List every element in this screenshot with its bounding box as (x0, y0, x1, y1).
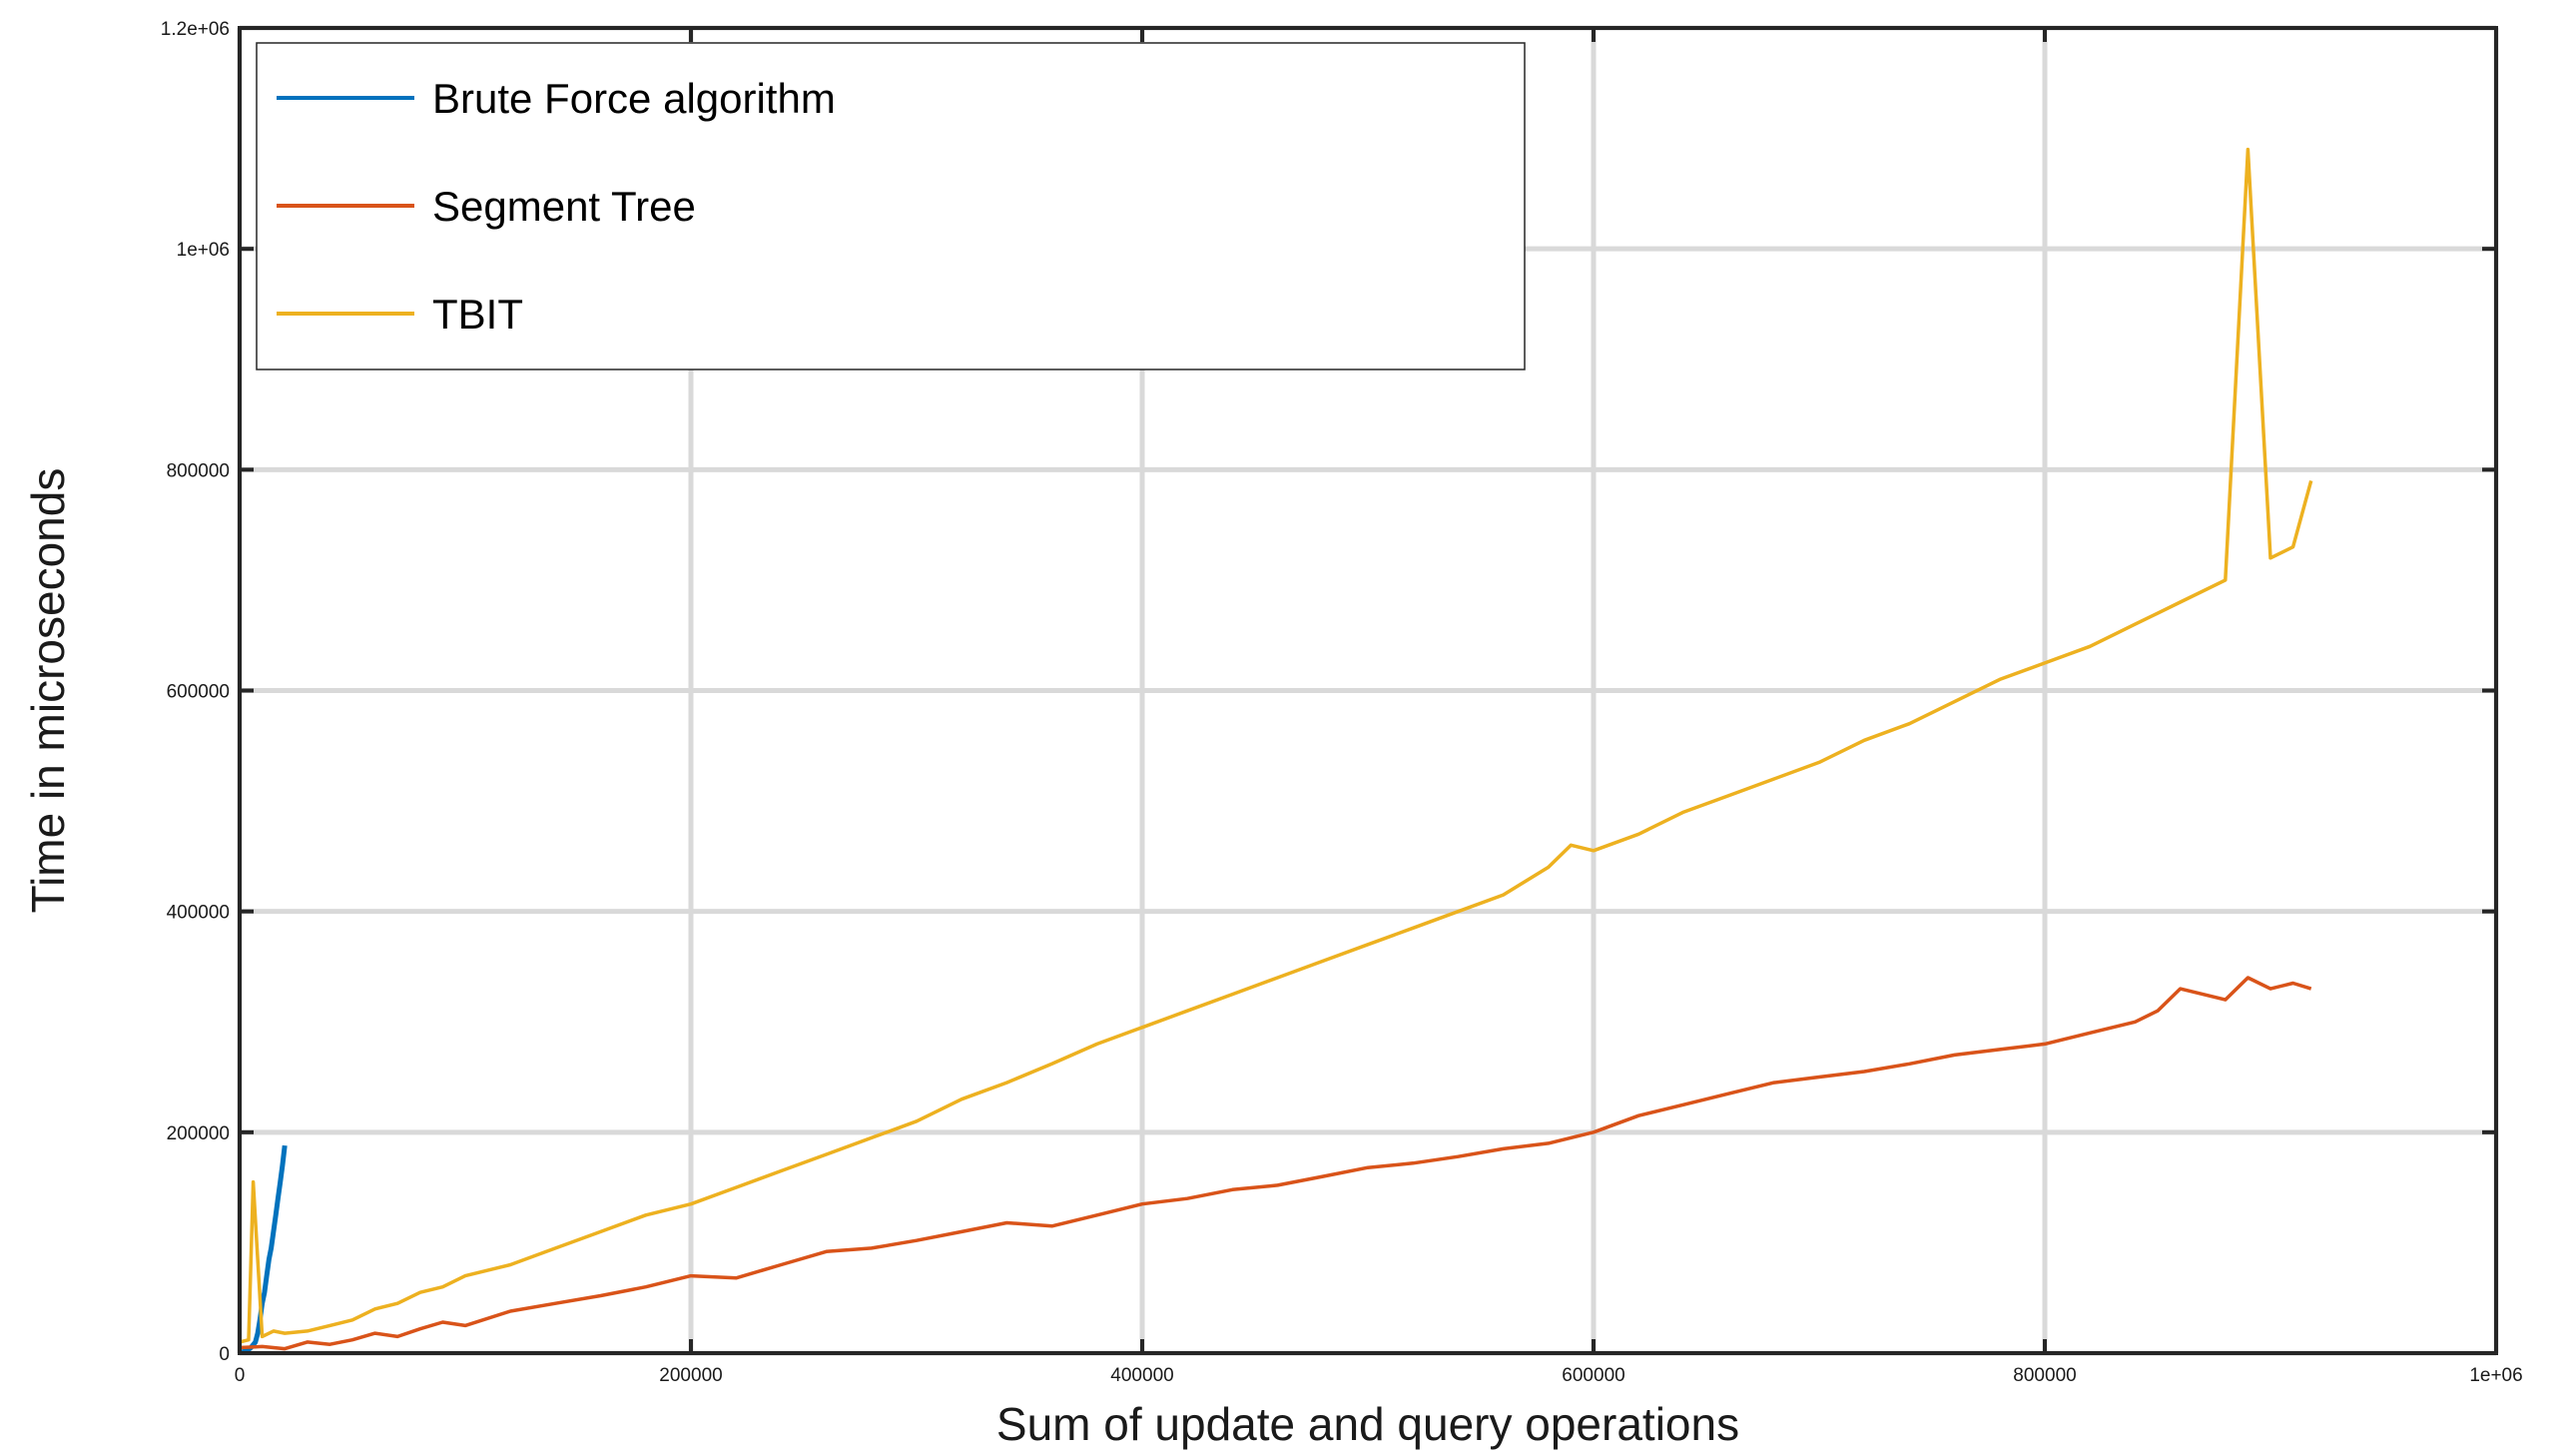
legend-label: TBIT (432, 291, 523, 338)
axis-ticks: 0 200000 400000 600000 800000 1e+06 0 200000 400… (161, 19, 2523, 1386)
y-tick-label: 200000 (167, 1123, 230, 1144)
x-tick-label: 1e+06 (2469, 1365, 2522, 1386)
legend: Brute Force algorithm Segment Tree TBIT (256, 42, 1526, 370)
x-tick-label: 400000 (1110, 1365, 1173, 1386)
legend-box (256, 42, 1526, 370)
x-tick-label: 600000 (1562, 1365, 1624, 1386)
x-axis-title: Sum of update and query operations (996, 1398, 1739, 1450)
x-tick-label: 800000 (2013, 1365, 2076, 1386)
y-tick-label: 400000 (167, 903, 230, 924)
series-lines (239, 147, 2313, 1355)
legend-items: Brute Force algorithm Segment Tree TBIT (277, 75, 836, 338)
y-tick-label: 0 (219, 1344, 230, 1365)
legend-label: Brute Force algorithm (432, 75, 836, 122)
legend-label: Segment Tree (432, 183, 696, 230)
y-tick-label: 1.2e+06 (161, 19, 230, 40)
series-line-2 (239, 147, 2313, 1344)
x-tick-label: 200000 (659, 1365, 722, 1386)
y-tick-label: 1e+06 (177, 240, 230, 261)
series-line-0 (241, 1144, 288, 1355)
y-axis-title: Time in microseconds (22, 468, 74, 914)
x-tick-label: 0 (235, 1365, 246, 1386)
y-tick-label: 800000 (167, 460, 230, 481)
y-tick-label: 600000 (167, 682, 230, 703)
series-line-1 (239, 976, 2312, 1351)
